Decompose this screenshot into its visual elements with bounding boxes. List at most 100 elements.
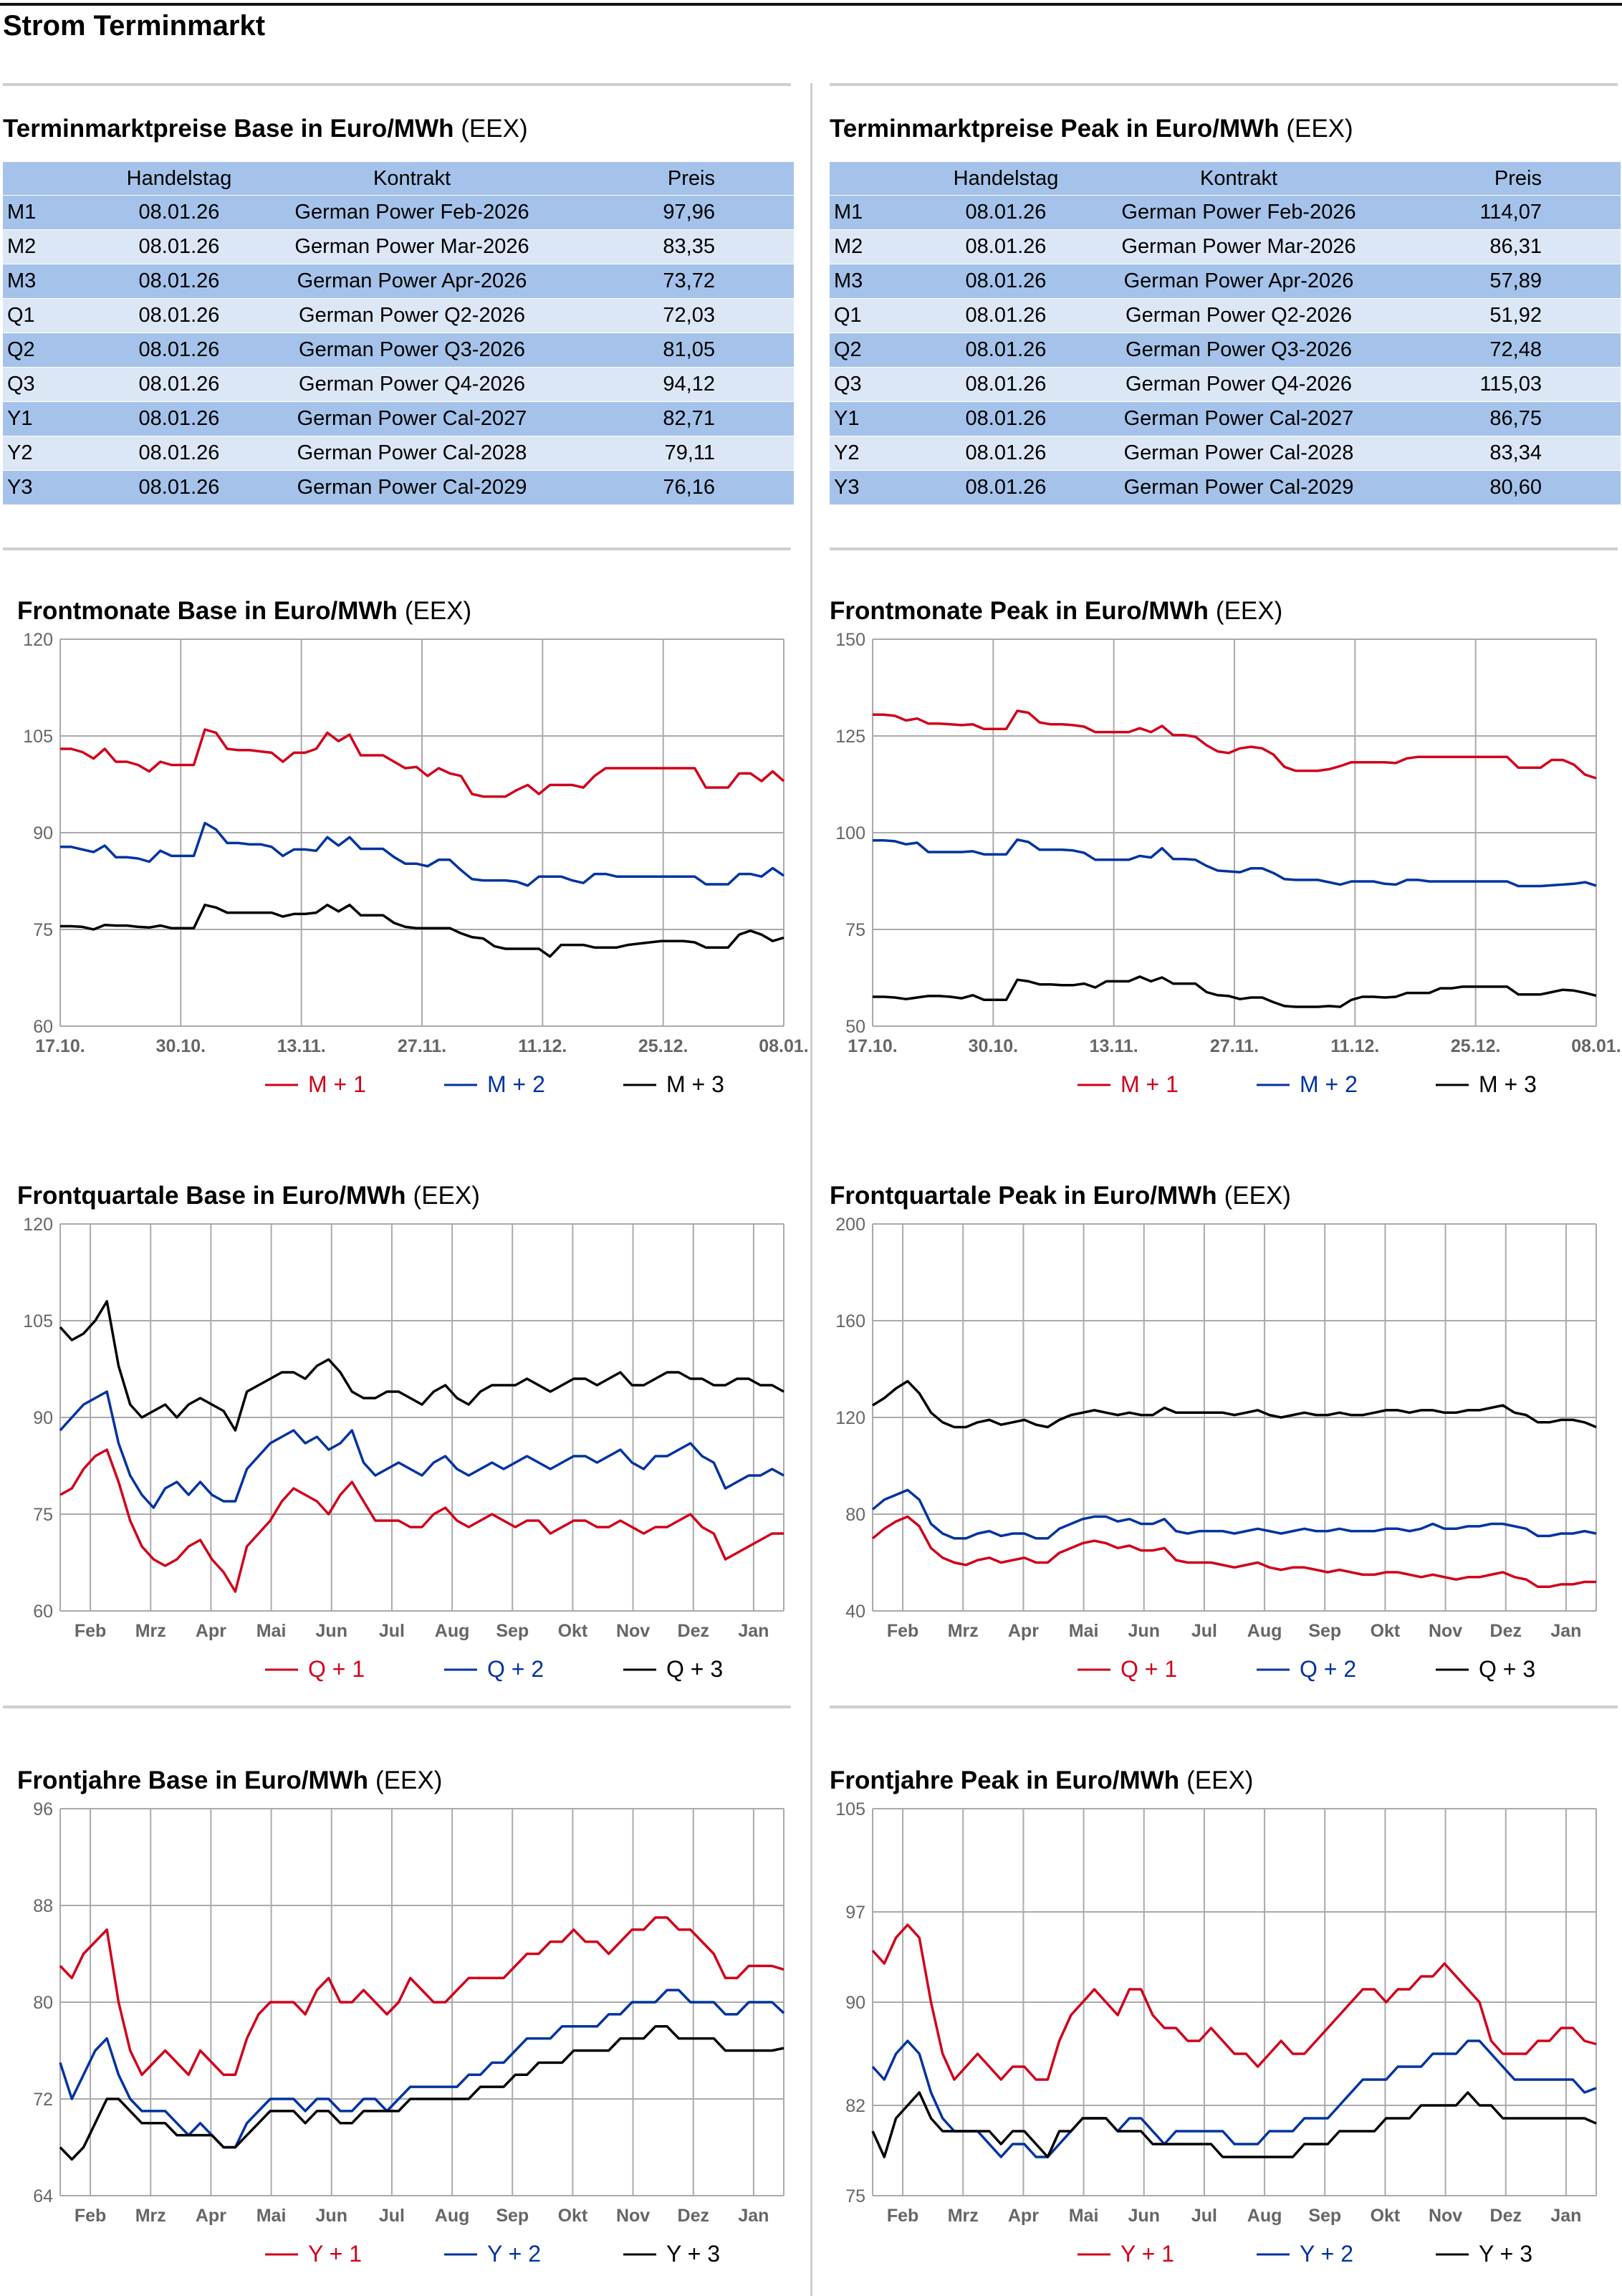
y-tick-label: 100	[835, 823, 865, 843]
table-cell-price: 86,75	[1407, 401, 1621, 436]
x-tick-label: Nov	[1429, 1621, 1462, 1641]
table-cell-date: 08.01.26	[941, 195, 1070, 230]
x-tick-label: Aug	[1247, 1621, 1282, 1641]
table-cell-contract: German Power Q4-2026	[244, 367, 580, 402]
table-cell-contract: German Power Q4-2026	[1070, 367, 1407, 402]
x-tick-label: 13.11.	[277, 1036, 326, 1056]
table-cell-date: 08.01.26	[941, 333, 1070, 368]
legend-label: Q + 1	[1120, 1656, 1177, 1682]
y-tick-label: 40	[845, 1602, 865, 1622]
legend-label: Q + 2	[487, 1656, 544, 1682]
table-row: M3 08.01.26 German Power Apr-2026 57,89	[830, 264, 1621, 299]
chart-title: Frontmonate Peak in Euro/MWh (EEX)	[830, 597, 1282, 625]
chart-title: Frontquartale Peak in Euro/MWh (EEX)	[830, 1182, 1291, 1210]
x-tick-label: Okt	[1371, 1621, 1401, 1641]
table-cell-date: 08.01.26	[941, 436, 1070, 471]
x-tick-label: Jan	[738, 2206, 769, 2226]
x-tick-label: 27.11.	[398, 1036, 446, 1056]
section-separator	[3, 547, 791, 550]
x-tick-label: Okt	[1371, 2206, 1401, 2226]
x-tick-label: Sep	[1308, 1621, 1341, 1641]
legend-label: Y + 3	[1479, 2241, 1532, 2267]
x-tick-label: Mai	[1069, 2206, 1099, 2226]
legend-label: Y + 1	[308, 2241, 362, 2267]
table-cell-price: 72,03	[580, 298, 794, 333]
legend-label: M + 1	[1120, 1071, 1179, 1097]
table-cell-date: 08.01.26	[115, 470, 244, 504]
table-cell-date: 08.01.26	[115, 298, 244, 333]
table-cell-code: M2	[3, 229, 115, 264]
x-tick-label: Nov	[616, 2206, 650, 2226]
x-tick-label: Okt	[558, 2206, 588, 2226]
table-cell-date: 08.01.26	[941, 470, 1070, 504]
y-tick-label: 75	[845, 2186, 865, 2206]
table-cell-code: Y1	[830, 401, 941, 436]
x-tick-label: Sep	[496, 1621, 529, 1641]
table-cell-price: 80,60	[1407, 470, 1621, 504]
legend-label: Y + 2	[1300, 2241, 1353, 2267]
table-cell-price: 57,89	[1407, 264, 1621, 299]
table-cell-code: M3	[3, 264, 115, 299]
table-cell-contract: German Power Cal-2027	[244, 401, 580, 436]
table-row: Q1 08.01.26 German Power Q2-2026 51,92	[830, 298, 1621, 333]
series-line-2	[871, 1488, 1597, 1540]
legend-label: Q + 3	[1479, 1656, 1535, 1682]
chart-title: Frontmonate Base in Euro/MWh (EEX)	[17, 597, 471, 625]
x-tick-label: Mrz	[135, 1621, 166, 1641]
x-tick-label: Feb	[75, 1621, 106, 1641]
table-cell-contract: German Power Apr-2026	[244, 264, 580, 299]
chart-title: Frontjahre Peak in Euro/MWh (EEX)	[830, 1766, 1253, 1794]
table-cell-code: Q1	[3, 298, 115, 333]
table-cell-date: 08.01.26	[115, 229, 244, 264]
x-tick-label: Aug	[435, 2206, 470, 2226]
chart-title-source: (EEX)	[405, 597, 471, 625]
table-cell-date: 08.01.26	[941, 401, 1070, 436]
series-line-3	[871, 2091, 1597, 2158]
y-tick-label: 80	[845, 1505, 865, 1525]
table-cell-code: Q1	[830, 298, 941, 333]
legend-label: Y + 1	[1120, 2241, 1174, 2267]
peak-table-title: Terminmarktpreise Peak in Euro/MWh (EEX)	[830, 115, 1353, 143]
table-cell-date: 08.01.26	[115, 264, 244, 299]
table-row: M3 08.01.26 German Power Apr-2026 73,72	[3, 264, 794, 299]
x-tick-label: Aug	[435, 1621, 470, 1641]
x-tick-label: Apr	[1008, 2206, 1039, 2226]
table-cell-contract: German Power Q2-2026	[244, 298, 580, 333]
x-tick-label: Nov	[616, 1621, 650, 1641]
x-tick-label: Jul	[379, 2206, 405, 2226]
legend-label: M + 2	[1300, 1071, 1358, 1097]
y-tick-label: 105	[23, 727, 53, 747]
table-cell-code: Q2	[830, 333, 941, 368]
x-tick-label: Mrz	[948, 2206, 979, 2226]
legend-label: M + 2	[487, 1071, 545, 1097]
table-cell-date: 08.01.26	[115, 436, 244, 471]
table-cell-code: Y2	[830, 436, 941, 471]
table-cell-code: M3	[830, 264, 941, 299]
table-row: Q3 08.01.26 German Power Q4-2026 94,12	[3, 367, 794, 402]
table-cell-code: Q2	[3, 333, 115, 368]
chart-title-text: Frontquartale Peak in Euro/MWh	[830, 1182, 1217, 1210]
table-cell-contract: German Power Feb-2026	[244, 195, 580, 230]
x-tick-label: Feb	[887, 1621, 918, 1641]
column-divider	[810, 83, 812, 2296]
y-tick-label: 120	[835, 1408, 865, 1428]
table-row: Q1 08.01.26 German Power Q2-2026 72,03	[3, 298, 794, 333]
y-tick-label: 90	[33, 823, 53, 843]
table-header-cell: Preis	[580, 162, 794, 196]
chart-title-source: (EEX)	[1186, 1766, 1253, 1794]
x-tick-label: 11.12.	[518, 1036, 567, 1056]
chart-title-text: Frontmonate Peak in Euro/MWh	[830, 597, 1209, 625]
table-cell-contract: German Power Cal-2028	[244, 436, 580, 471]
table-cell-price: 86,31	[1407, 229, 1621, 264]
table-cell-code: Y3	[830, 470, 941, 504]
section-separator	[830, 1706, 1618, 1708]
y-tick-label: 150	[835, 630, 865, 650]
table-cell-date: 08.01.26	[115, 367, 244, 402]
table-cell-price: 83,34	[1407, 436, 1621, 471]
chart-title-source: (EEX)	[375, 1766, 442, 1794]
x-tick-label: Mrz	[948, 1621, 979, 1641]
x-tick-label: 30.10.	[969, 1036, 1019, 1056]
section-separator	[830, 547, 1618, 550]
table-cell-contract: German Power Cal-2028	[1070, 436, 1407, 471]
table-cell-date: 08.01.26	[115, 401, 244, 436]
